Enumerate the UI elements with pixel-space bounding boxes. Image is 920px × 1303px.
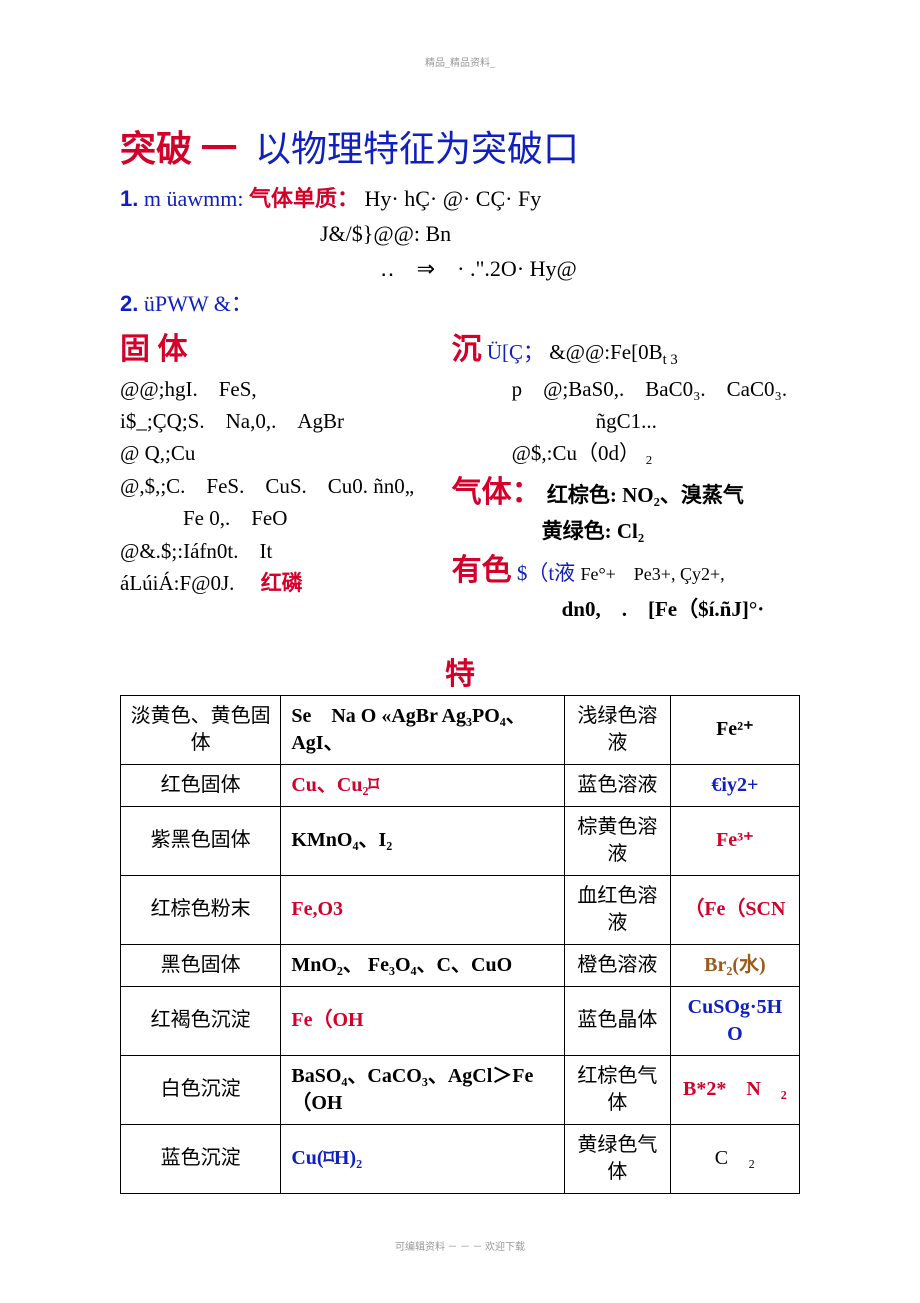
left-column: 固 体 @@;hgI. FeS, i$_;ÇQ;S. Na,0,. AgBr @… <box>120 326 442 627</box>
cell-c1: 蓝色沉淀 <box>121 1124 281 1193</box>
cell-c1: 紫黑色固体 <box>121 806 281 875</box>
cell-c2: Se Na O «AgBr Ag₃PO₄、 AgI、 <box>281 695 565 764</box>
cell-c2: Fe,O3 <box>281 875 565 944</box>
right-sol2: dn0, . [Fe（$í.ñJ]°· <box>452 594 800 624</box>
cell-c3: 蓝色晶体 <box>564 986 670 1055</box>
table-row: 黑色固体MnO₂、 Fe₃O₄、C、CuO橙色溶液Br₂(水) <box>121 944 800 986</box>
cell-c1: 白色沉淀 <box>121 1055 281 1124</box>
cell-c1: 淡黄色、黄色固体 <box>121 695 281 764</box>
cell-c3: 血红色溶液 <box>564 875 670 944</box>
cell-c3: 棕黄色溶液 <box>564 806 670 875</box>
table-row: 红色固体Cu、Cu₂⌑蓝色溶液€iy2+ <box>121 764 800 806</box>
header-note: 精品_精品资料_ <box>0 54 920 69</box>
solid-heading: 固 体 <box>120 333 188 366</box>
gas-heading: 气体： <box>452 476 542 509</box>
right-sol-mid: $（t液 <box>517 561 575 585</box>
right-gas: 气体： 红棕色: NO₂、溴蒸气 <box>452 471 800 515</box>
cell-c4: CuSOg·5H O <box>670 986 799 1055</box>
title-red: 突破 一 <box>120 120 237 172</box>
right-sol1: Fe°+ Pe3+, Çy2+, <box>580 564 724 584</box>
properties-table: 淡黄色、黄色固体Se Na O «AgBr Ag₃PO₄、 AgI、浅绿色溶液F… <box>120 695 800 1194</box>
table-heading: 特 <box>120 649 800 693</box>
table-row: 蓝色沉淀Cu(⌑H)₂黄绿色气体C ₂ <box>121 1124 800 1193</box>
cell-c3: 橙色溶液 <box>564 944 670 986</box>
left-l3: @ Q,;Cu <box>120 438 442 468</box>
table-row: 红棕色粉末Fe,O3血红色溶液（Fe（SCN <box>121 875 800 944</box>
cell-c4: Fe³⁺ <box>670 806 799 875</box>
precip-heading: 沉 <box>452 333 482 366</box>
cell-c4: C ₂ <box>670 1124 799 1193</box>
left-l2: i$_;ÇQ;S. Na,0,. AgBr <box>120 406 442 436</box>
solution-heading: 有色 <box>452 554 512 587</box>
table-row: 淡黄色、黄色固体Se Na O «AgBr Ag₃PO₄、 AgI、浅绿色溶液F… <box>121 695 800 764</box>
right-sol: 有色 $（t液 Fe°+ Pe3+, Çy2+, <box>452 549 800 593</box>
left-l5: Fe 0,. FeO <box>120 503 442 533</box>
left-l1: @@;hgI. FeS, <box>120 374 442 404</box>
right-r1b: &@@:Fe[0B <box>549 340 662 364</box>
right-r1: 沉 Ü[Ç； &@@:Fe[0Bt 3 <box>452 328 800 372</box>
table-row: 紫黑色固体KMnO₄、I₂棕黄色溶液Fe³⁺ <box>121 806 800 875</box>
left-l7a: áLúiÁ:F@0J. <box>120 571 255 595</box>
right-r3: ñgC1... <box>452 406 800 436</box>
cell-c4: €iy2+ <box>670 764 799 806</box>
page: 精品_精品资料_ 突破 一 以物理特征为突破口 1. m üawmm: 气体单质… <box>0 0 920 1303</box>
item-number-1: 1. <box>120 186 138 211</box>
cell-c2: BaSO₄、CaCO₃、AgCl＞Fe（OH <box>281 1055 565 1124</box>
two-column-block: 固 体 @@;hgI. FeS, i$_;ÇQ;S. Na,0,. AgBr @… <box>120 326 800 627</box>
title-blue: 以物理特征为突破口 <box>255 120 579 172</box>
cell-c1: 红色固体 <box>121 764 281 806</box>
right-r4: @$,:Cu（0d） ₂ <box>452 438 800 468</box>
cell-c2: Cu(⌑H)₂ <box>281 1124 565 1193</box>
line-1: 1. m üawmm: 气体单质： Hy· hÇ· @· CÇ· Fy <box>120 182 800 215</box>
cell-c1: 红褐色沉淀 <box>121 986 281 1055</box>
right-column: 沉 Ü[Ç； &@@:Fe[0Bt 3 p @;BaS0,. BaC0₃. Ca… <box>452 326 800 627</box>
cell-c1: 黑色固体 <box>121 944 281 986</box>
left-l7: áLúiÁ:F@0J. 红磷 <box>120 568 442 598</box>
item-number-2: 2. <box>120 291 138 316</box>
cell-c4: Fe²⁺ <box>670 695 799 764</box>
footer-note: 可编辑资料 － － － 欢迎下载 <box>0 1238 920 1253</box>
line-1-kai: 气体单质： <box>249 186 359 211</box>
title: 突破 一 以物理特征为突破口 <box>120 120 800 172</box>
right-r1a: Ü[Ç； <box>487 340 544 364</box>
cell-c2: Cu、Cu₂⌑ <box>281 764 565 806</box>
cell-c1: 红棕色粉末 <box>121 875 281 944</box>
left-l7-kai: 红磷 <box>261 571 303 595</box>
left-l6: @&.$;:Iáfn0t. It <box>120 536 442 566</box>
line-1-rest: Hy· hÇ· @· CÇ· Fy <box>364 186 541 211</box>
line-2-label: üPWW &： <box>144 291 253 316</box>
right-r2: p @;BaS0,. BaC0₃. CaC0₃. <box>452 374 800 404</box>
line-1b: J&/$}@@: Bn <box>120 217 800 250</box>
cell-c4: B*2* N ₂ <box>670 1055 799 1124</box>
cell-c4: （Fe（SCN <box>670 875 799 944</box>
cell-c3: 浅绿色溶液 <box>564 695 670 764</box>
line-2: 2. üPWW &： <box>120 287 800 320</box>
table-row: 红褐色沉淀Fe（OH蓝色晶体CuSOg·5H O <box>121 986 800 1055</box>
cell-c2: Fe（OH <box>281 986 565 1055</box>
cell-c3: 红棕色气体 <box>564 1055 670 1124</box>
cell-c4: Br₂(水) <box>670 944 799 986</box>
cell-c3: 黄绿色气体 <box>564 1124 670 1193</box>
right-gas2: 黄绿色: Cl₂ <box>452 516 800 546</box>
line-1-label: m üawmm: <box>144 186 244 211</box>
left-l4: @,$,;C. FeS. CuS. Cu0. ñn0„ <box>120 471 442 501</box>
cell-c2: MnO₂、 Fe₃O₄、C、CuO <box>281 944 565 986</box>
right-r1sub: t 3 <box>663 352 678 368</box>
table-row: 白色沉淀BaSO₄、CaCO₃、AgCl＞Fe（OH红棕色气体B*2* N ₂ <box>121 1055 800 1124</box>
right-gas1: 红棕色: NO₂、溴蒸气 <box>547 483 744 507</box>
line-1c: ‥ ⇒ · .".2O· Hy@ <box>120 252 800 285</box>
cell-c2: KMnO₄、I₂ <box>281 806 565 875</box>
cell-c3: 蓝色溶液 <box>564 764 670 806</box>
